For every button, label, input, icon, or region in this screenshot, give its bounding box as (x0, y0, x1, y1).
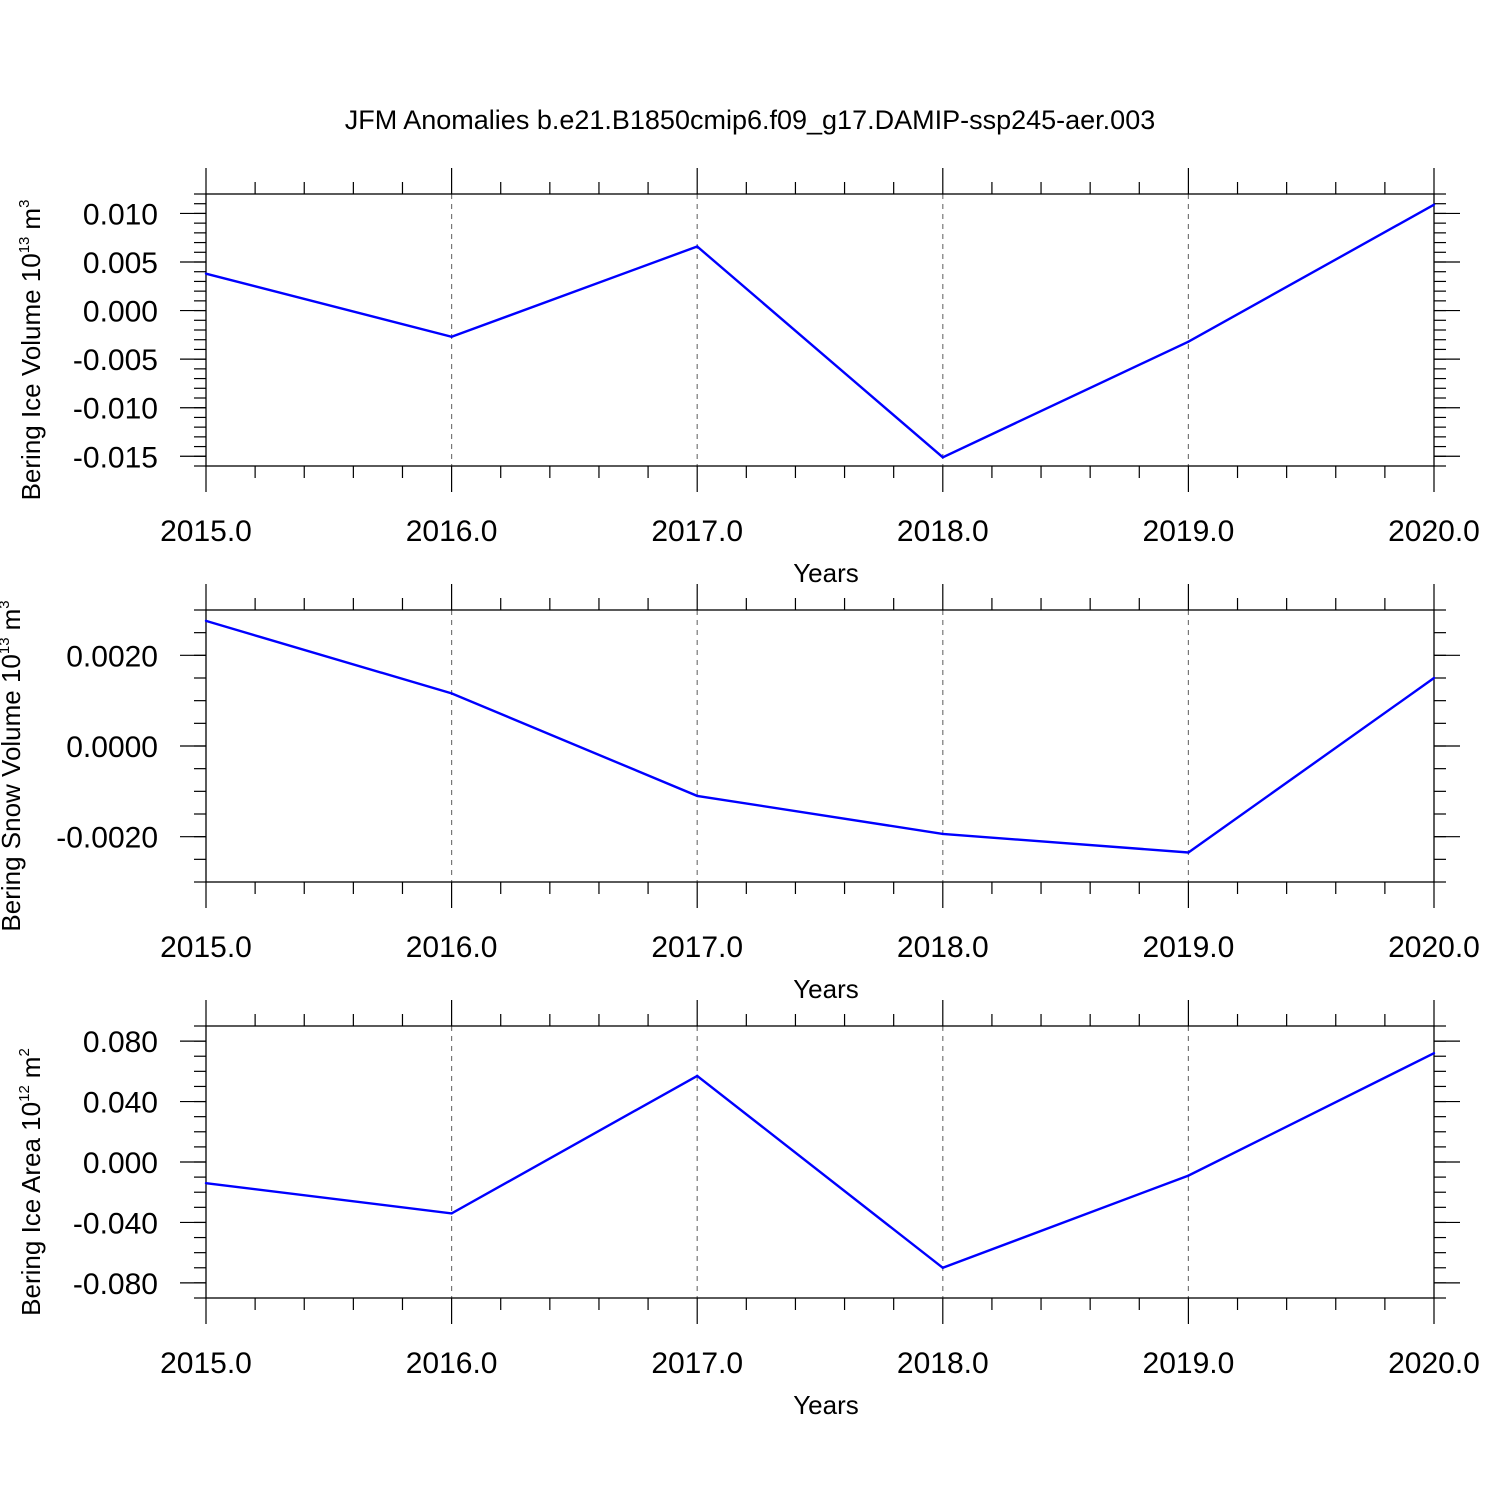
y-axis-title: Bering Ice Area 1012 m2 (16, 1048, 46, 1316)
y-axis-title-unit-exponent: 2 (16, 1048, 33, 1056)
y-tick-label: 0.010 (83, 198, 158, 231)
main-title: JFM Anomalies b.e21.B1850cmip6.f09_g17.D… (345, 105, 1155, 135)
x-tick-label: 2017.0 (651, 1347, 743, 1380)
data-point (1187, 1174, 1190, 1177)
y-tick-label: 0.005 (83, 247, 158, 280)
y-axis-title-unit-exponent: 3 (16, 200, 33, 208)
data-point (204, 1181, 208, 1185)
data-point (941, 456, 944, 459)
series-line (205, 203, 1435, 459)
data-point (204, 619, 208, 623)
x-tick-label: 2019.0 (1143, 515, 1235, 548)
y-axis-title-exponent: 13 (0, 637, 13, 654)
panels: 0.010 0.005 0.000 -0.005 -0.010 -0.015 2015.0 2… (0, 168, 1480, 1420)
y-tick-label: -0.040 (73, 1207, 158, 1240)
y-tick-label: -0.015 (73, 441, 158, 474)
y-tick-label: 0.080 (83, 1026, 158, 1059)
y-axis-title-exponent: 12 (16, 1085, 33, 1102)
y-axis-title: Bering Snow Volume 1013 m3 (0, 600, 26, 931)
x-tick-label: 2018.0 (897, 515, 989, 548)
x-axis-title: Years (793, 558, 859, 588)
y-axis-title-unit-exponent: 3 (0, 600, 13, 608)
y-tick-label: -0.0020 (56, 822, 158, 855)
x-tick-label: 2019.0 (1143, 1347, 1235, 1380)
data-point (1432, 676, 1436, 680)
series-line (205, 619, 1435, 854)
panel-1: 0.010 0.005 0.000 -0.005 -0.010 -0.015 2015.0 2… (16, 168, 1480, 588)
x-tick-label: 2020.0 (1388, 931, 1480, 964)
data-point (204, 272, 208, 275)
data-point (1432, 203, 1436, 206)
data-point (450, 335, 453, 338)
x-tick-label: 2015.0 (160, 515, 252, 548)
data-point (450, 1212, 453, 1215)
x-tick-label: 2018.0 (897, 931, 989, 964)
y-axis-title-text: Bering Ice Area 10 (16, 1102, 46, 1316)
data-point (1187, 340, 1190, 343)
x-axis-title: Years (793, 1390, 859, 1420)
x-tick-label: 2017.0 (651, 515, 743, 548)
y-tick-label: -0.080 (73, 1268, 158, 1301)
y-tick-label: -0.005 (73, 344, 158, 377)
x-tick-label: 2016.0 (406, 515, 498, 548)
data-point (1187, 851, 1190, 854)
data-point (941, 832, 944, 836)
y-axis-title-unit: m (16, 1057, 46, 1079)
x-tick-label: 2015.0 (160, 931, 252, 964)
data-point (450, 692, 453, 695)
data-point (696, 245, 699, 248)
y-tick-label: -0.010 (73, 393, 158, 426)
panel-3: 0.080 0.040 0.000 -0.040 -0.080 2015.0 2016.0 2… (16, 1000, 1480, 1420)
y-axis-title-exponent: 13 (16, 237, 33, 254)
data-point (941, 1266, 944, 1269)
y-tick-label: 0.0020 (66, 640, 158, 673)
y-tick-label: 0.040 (83, 1087, 158, 1120)
y-axis-title-unit: m (16, 208, 46, 230)
data-point (696, 794, 699, 798)
x-tick-label: 2019.0 (1143, 931, 1235, 964)
y-tick-label: 0.000 (83, 296, 158, 329)
series-line (205, 1052, 1435, 1270)
y-axis-title-text: Bering Ice Volume 10 (16, 253, 46, 500)
y-tick-label: 0.000 (83, 1147, 158, 1180)
x-tick-label: 2015.0 (160, 1347, 252, 1380)
x-tick-label: 2020.0 (1388, 1347, 1480, 1380)
x-tick-label: 2016.0 (406, 931, 498, 964)
data-point (1432, 1052, 1436, 1055)
x-tick-label: 2020.0 (1388, 515, 1480, 548)
data-point (696, 1074, 699, 1078)
y-axis-title-unit: m (0, 609, 26, 631)
x-axis-title: Years (793, 974, 859, 1004)
y-tick-label: 0.0000 (66, 731, 158, 764)
x-tick-label: 2018.0 (897, 1347, 989, 1380)
y-axis-title-text: Bering Snow Volume 10 (0, 654, 26, 932)
x-tick-label: 2016.0 (406, 1347, 498, 1380)
panel-2: 0.0020 0.0000 -0.0020 2015.0 2016.0 2017.0 201… (0, 584, 1480, 1004)
x-tick-label: 2017.0 (651, 931, 743, 964)
y-axis-title: Bering Ice Volume 1013 m3 (16, 200, 46, 501)
